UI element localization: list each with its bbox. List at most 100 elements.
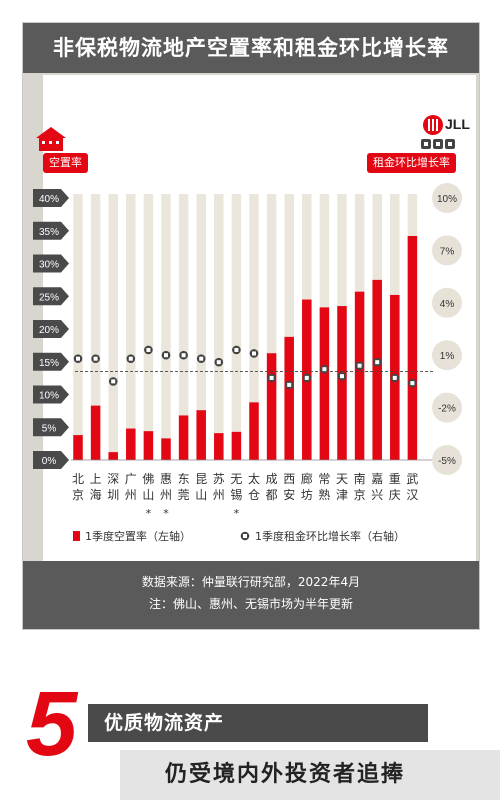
- headline: 优质物流资产: [104, 712, 225, 734]
- vacancy-bar: [372, 279, 382, 460]
- left-tick-tab: [33, 385, 69, 404]
- vacancy-bar: [90, 405, 101, 460]
- category-label: 太: [248, 471, 260, 486]
- subheadline: 仍受境内外投资者追捧: [165, 762, 406, 787]
- category-footnote-mark: *: [234, 507, 240, 520]
- rent-growth-marker-center: [287, 382, 292, 387]
- category-label: 坊: [301, 487, 313, 502]
- section-number: 5: [26, 673, 78, 775]
- vacancy-bar: [73, 435, 83, 460]
- vacancy-bar: [178, 415, 189, 460]
- jll-logo: JLL: [423, 115, 479, 137]
- rent-growth-marker-center: [76, 356, 80, 361]
- footnote: 注：佛山、惠州、无锡市场为半年更新: [148, 597, 353, 611]
- left-tick-label: 40%: [39, 194, 59, 205]
- legend-marker-label: 1季度租金环比增长率（右轴）: [255, 529, 405, 543]
- vacancy-bar: [266, 353, 277, 460]
- category-label: 京: [72, 488, 84, 502]
- rent-growth-marker-center: [128, 356, 133, 361]
- left-tick-tab: [33, 189, 69, 207]
- category-label: 兴: [371, 488, 383, 502]
- category-footnote-mark: *: [163, 507, 169, 520]
- rent-growth-marker-center: [216, 360, 221, 365]
- left-tick-label: 25%: [39, 292, 59, 303]
- category-label: 西: [283, 472, 295, 486]
- data-source: 数据来源：仲量联行研究部，2022年4月: [141, 575, 361, 589]
- rent-icon-center: [424, 142, 428, 146]
- warehouse-window: [42, 141, 45, 144]
- bar-background: [90, 194, 101, 460]
- category-label: 上: [90, 472, 102, 486]
- category-label: 津: [336, 488, 348, 502]
- right-tick-label: 10%: [437, 194, 457, 205]
- left-tick-label: 5%: [42, 423, 57, 434]
- chart-svg: 0% 5% 10% 15% 20% 25% 30% 35% 40% 10% 7% 4% 1% -2% -5%…: [33, 127, 462, 543]
- category-label: 常: [318, 472, 330, 486]
- vacancy-bar: [161, 438, 171, 460]
- right-tick-circle: [432, 340, 462, 371]
- left-tick-tab: [33, 287, 69, 306]
- category-label: 广: [125, 472, 137, 486]
- chart-card: 非保税物流地产空置率和租金环比增长率 0% 5% 10% 15% 20% 25% 30% 35…: [22, 22, 480, 630]
- left-tick-tab: [33, 418, 69, 437]
- rent-growth-axis-label: 租金环比增长率: [367, 153, 456, 173]
- chart-footer: 数据来源：仲量联行研究部，2022年4月 注：佛山、惠州、无锡市场为半年更新: [23, 561, 479, 629]
- category-label: 山: [142, 488, 154, 502]
- jll-logo-text: JLL: [445, 116, 470, 132]
- vacancy-bar: [319, 307, 330, 460]
- left-tick-label: 10%: [39, 391, 59, 402]
- category-label: 京: [354, 488, 366, 502]
- category-label: 东: [178, 472, 190, 486]
- rent-growth-marker-center: [252, 351, 256, 356]
- jll-logo-mark: [423, 115, 443, 135]
- bar-background: [214, 194, 224, 460]
- left-tick-label: 30%: [39, 260, 59, 271]
- vacancy-bar: [214, 433, 224, 460]
- category-label: 州: [160, 488, 172, 502]
- category-label: 安: [283, 487, 295, 502]
- category-label: 州: [125, 488, 137, 502]
- category-label: 山: [195, 488, 207, 502]
- category-label: 锡: [230, 487, 242, 502]
- category-label: 海: [90, 487, 102, 502]
- category-label: 圳: [107, 488, 119, 502]
- warehouse-roof: [36, 127, 66, 138]
- rent-icon-center: [436, 142, 440, 146]
- title-bar: [23, 23, 479, 73]
- rent-growth-marker-center: [357, 363, 362, 368]
- category-label: 州: [213, 488, 225, 502]
- bar-background: [284, 194, 294, 460]
- category-label: 庆: [389, 488, 401, 502]
- bar-background: [126, 194, 136, 460]
- bar-background: [73, 194, 83, 460]
- rent-growth-marker-center: [269, 375, 274, 380]
- bar-background: [143, 194, 154, 460]
- right-tick-circle: [432, 287, 462, 318]
- category-label: 深: [107, 472, 119, 486]
- right-tick-label: 7%: [440, 246, 455, 257]
- right-tick-label: -5%: [438, 456, 456, 467]
- rent-growth-marker-center: [164, 353, 168, 358]
- category-label: 莞: [178, 488, 190, 502]
- category-label: 嘉: [371, 472, 383, 486]
- bar-background: [231, 194, 242, 460]
- right-tick-label: 4%: [440, 299, 455, 310]
- rent-growth-marker-center: [181, 353, 186, 358]
- category-label: 仓: [248, 488, 260, 502]
- rent-growth-marker-center: [392, 375, 397, 380]
- legend-bar-swatch: [73, 531, 80, 541]
- category-label: 昆: [195, 472, 207, 486]
- right-tick-circle: [432, 445, 462, 475]
- bar-background: [196, 194, 206, 460]
- vacancy-axis-label: 空置率: [43, 153, 88, 173]
- vacancy-bar: [196, 410, 206, 460]
- category-label: 廊: [301, 471, 313, 486]
- rent-growth-marker-center: [340, 374, 344, 379]
- vacancy-bar: [249, 402, 259, 460]
- vacancy-bar: [284, 336, 294, 460]
- right-tick-label: 1%: [440, 351, 455, 362]
- category-label: 武: [406, 472, 418, 486]
- vacancy-bar: [354, 291, 365, 460]
- category-label: 惠: [160, 472, 172, 486]
- category-footnote-mark: *: [146, 507, 152, 520]
